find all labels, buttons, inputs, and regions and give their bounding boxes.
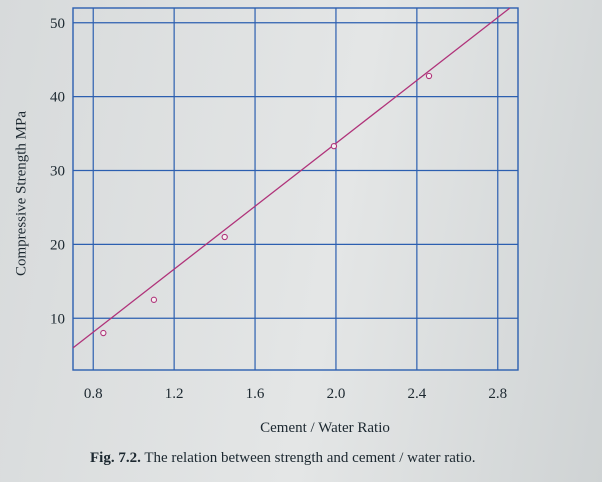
data-point (100, 329, 107, 337)
x-axis-label: Cement / Water Ratio (260, 420, 390, 436)
x-tick-label: 1.6 (246, 386, 265, 402)
grid-layer (72, 7, 519, 371)
data-point (330, 143, 338, 150)
figure-caption-text: The relation between strength and cement… (144, 450, 476, 466)
x-tick-label: 1.2 (165, 386, 184, 402)
x-tick-label: 2.0 (327, 386, 346, 402)
data-points (100, 72, 433, 337)
y-tick-label: 50 (50, 16, 65, 32)
y-tick-label: 30 (50, 164, 65, 180)
fit-line (72, 7, 511, 349)
x-tick-label: 2.4 (407, 386, 426, 402)
figure-caption: Fig. 7.2. The relation between strength … (90, 450, 560, 467)
tick-labels: 0.8 1.2 1.6 2.0 2.4 2.8 10 20 30 40 50 (50, 16, 507, 402)
y-axis-label: Compressive Strength MPa (13, 111, 30, 276)
y-tick-label: 40 (50, 90, 65, 106)
figure-label: Fig. 7.2. (90, 450, 141, 466)
y-tick-label: 20 (50, 237, 65, 253)
data-point (425, 72, 433, 80)
data-point (150, 296, 158, 303)
x-tick-label: 0.8 (84, 386, 103, 402)
data-point (221, 233, 228, 241)
plot-frame (72, 7, 519, 371)
x-tick-label: 2.8 (488, 386, 507, 402)
y-tick-label: 10 (50, 311, 65, 327)
